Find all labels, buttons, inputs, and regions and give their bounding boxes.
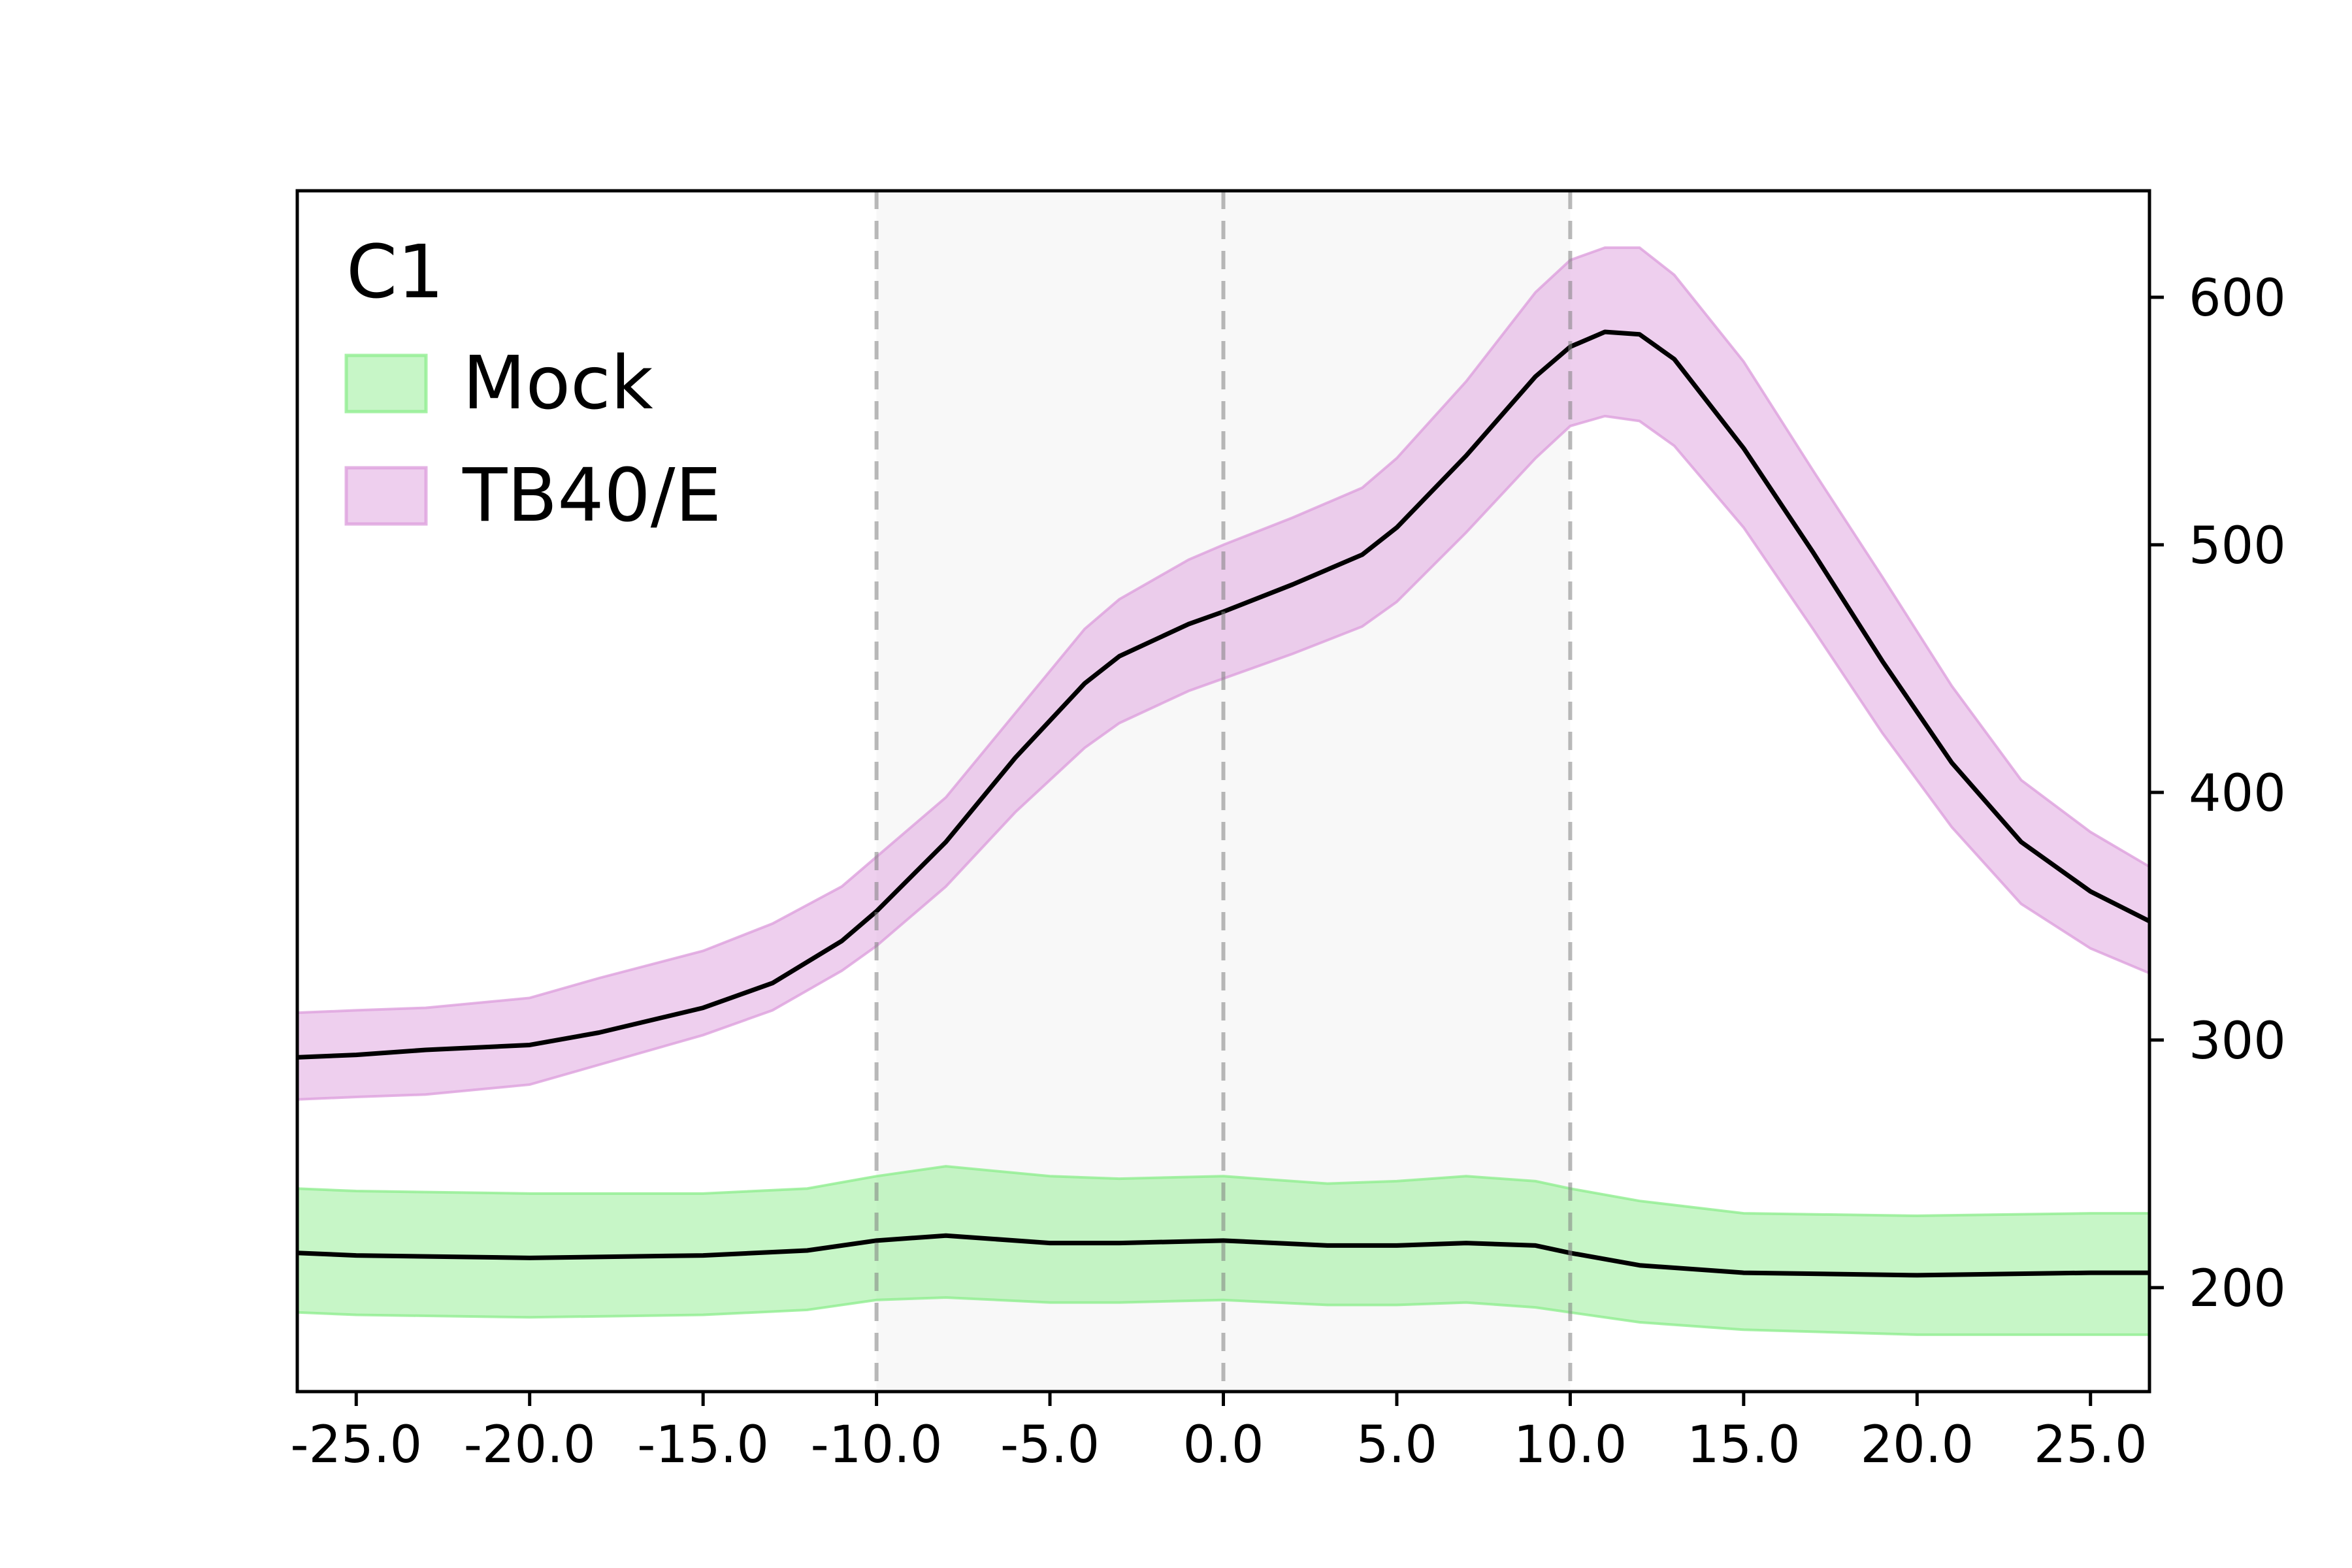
legend-swatch-tb40e (344, 466, 428, 526)
x-tick-label: -10.0 (811, 1416, 943, 1475)
x-tick-label: -25.0 (290, 1416, 422, 1475)
y-tick-label: 400 (2189, 764, 2286, 823)
legend-label-tb40e: TB40/E (462, 453, 721, 538)
x-tick-label: 15.0 (1687, 1416, 1801, 1475)
legend-label-mock: Mock (463, 341, 653, 426)
axes: -25.0 -20.0 -15.0 -10.0 -5.0 0.0 5.0 10.0 15.0 20… (290, 189, 2286, 1475)
y-tick-label: 600 (2189, 269, 2286, 328)
mean-line-mock (297, 1233, 2149, 1278)
x-tick-label: -5.0 (1000, 1416, 1100, 1475)
y-tick-label: 500 (2189, 517, 2286, 576)
x-tick-label: 5.0 (1356, 1416, 1437, 1475)
x-tick-label: 20.0 (1860, 1416, 1974, 1475)
legend-swatch-mock (344, 353, 428, 414)
x-tick-label: -15.0 (637, 1416, 769, 1475)
mean-line-tb40e (297, 329, 2151, 1060)
legend-title: C1 (346, 230, 444, 315)
x-tick-label: 25.0 (2034, 1416, 2148, 1475)
x-tick-label: -20.0 (464, 1416, 596, 1475)
y-tick-label: 300 (2189, 1012, 2286, 1071)
x-tick-label: 0.0 (1183, 1416, 1264, 1475)
x-tick-label: 10.0 (1514, 1416, 1627, 1475)
y-tick-label: 200 (2189, 1260, 2286, 1318)
legend: C1 Mock TB40/E (344, 230, 721, 538)
plot-area (296, 191, 2151, 1392)
